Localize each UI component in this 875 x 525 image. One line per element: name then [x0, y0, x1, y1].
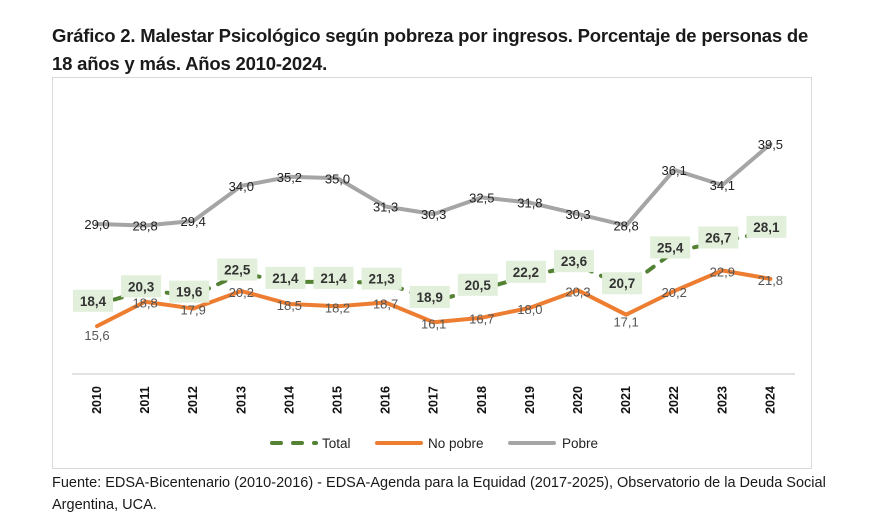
data-label-no-pobre: 20,2 — [229, 285, 254, 300]
data-label-no-pobre: 18,0 — [517, 302, 542, 317]
x-tick-label: 2024 — [763, 386, 777, 414]
data-label-box-total — [265, 266, 306, 289]
data-label-no-pobre: 18,5 — [277, 298, 302, 313]
data-label-total: 26,7 — [705, 231, 731, 246]
data-label-no-pobre: 17,1 — [613, 315, 638, 330]
x-tick-label: 2012 — [186, 386, 200, 414]
x-tick-label: 2019 — [523, 386, 537, 414]
data-label-total: 20,3 — [128, 279, 155, 294]
data-label-no-pobre: 20,2 — [662, 285, 687, 300]
data-label-pobre: 29,4 — [181, 214, 206, 229]
data-label-box-total — [554, 250, 594, 273]
data-label-total: 25,4 — [657, 240, 684, 255]
x-tick-label: 2011 — [138, 386, 152, 413]
series-line-pobre — [95, 141, 773, 228]
data-label-pobre: 35,0 — [325, 171, 350, 186]
data-label-total: 21,3 — [368, 272, 395, 287]
x-tick-label: 2018 — [475, 386, 489, 414]
data-label-box-total — [217, 258, 258, 281]
legend: Total No pobre Pobre — [270, 436, 598, 451]
data-label-total: 21,4 — [320, 271, 347, 286]
data-label-box-total — [313, 266, 354, 289]
x-tick-label: 2010 — [90, 386, 104, 414]
x-tick-label: 2014 — [282, 386, 296, 414]
data-label-box-total — [457, 273, 498, 296]
legend-label-total: Total — [322, 436, 351, 451]
legend-label-no-pobre: No pobre — [428, 436, 484, 451]
data-label-no-pobre: 18,7 — [373, 296, 398, 311]
data-label-total: 19,6 — [176, 285, 203, 300]
x-tick-label: 2016 — [379, 386, 393, 414]
x-tick-label: 2022 — [667, 386, 681, 414]
chart-frame — [52, 77, 812, 469]
data-label-pobre: 30,3 — [565, 207, 590, 222]
data-label-no-pobre: 18,8 — [132, 296, 157, 311]
data-label-box-total — [409, 285, 450, 308]
data-label-pobre: 30,3 — [421, 207, 446, 222]
data-label-total: 18,9 — [417, 290, 443, 305]
data-label-box-total — [73, 289, 113, 312]
data-label-box-total — [121, 275, 162, 298]
x-tick-label: 2013 — [234, 386, 248, 414]
data-label-no-pobre: 18,2 — [325, 300, 350, 315]
data-label-pobre: 36,1 — [662, 163, 687, 178]
data-label-box-total — [505, 260, 546, 283]
data-label-total: 20,5 — [465, 278, 492, 293]
x-tick-label: 2020 — [571, 386, 585, 414]
x-tick-label: 2017 — [427, 386, 441, 414]
data-label-box-total — [698, 226, 739, 249]
x-tick-label: 2023 — [715, 386, 729, 414]
legend-label-pobre: Pobre — [562, 436, 598, 451]
data-label-no-pobre: 22,9 — [710, 264, 735, 279]
data-label-total: 18,4 — [80, 294, 107, 309]
x-tick-labels: 2010 2011 2012 2013 2014 2015 2016 2017 2018 2019… — [90, 386, 777, 414]
data-label-total: 20,7 — [609, 276, 635, 291]
data-label-box-total — [650, 236, 691, 259]
data-label-box-total — [602, 272, 643, 295]
x-tick-label: 2015 — [331, 386, 345, 414]
x-tick-label: 2021 — [619, 386, 633, 414]
data-label-pobre: 34,0 — [229, 179, 254, 194]
data-label-pobre: 34,1 — [710, 178, 735, 193]
data-label-pobre: 32,5 — [469, 190, 494, 205]
data-label-total: 22,2 — [513, 265, 539, 280]
data-label-pobre: 31,3 — [373, 199, 398, 214]
data-label-total: 22,5 — [224, 263, 251, 278]
data-label-total: 28,1 — [753, 220, 780, 235]
data-label-total: 21,4 — [272, 271, 299, 286]
data-label-no-pobre: 20,3 — [565, 284, 590, 299]
data-label-no-pobre: 15,6 — [84, 328, 109, 343]
data-label-total: 23,6 — [561, 254, 588, 269]
data-label-box-total — [361, 267, 402, 290]
data-label-no-pobre: 21,8 — [758, 273, 783, 288]
chart-title: Gráfico 2. Malestar Psicológico según po… — [52, 25, 809, 74]
data-label-no-pobre: 16,7 — [469, 312, 494, 327]
source-note: Fuente: EDSA-Bicentenario (2010-2016) - … — [52, 475, 826, 513]
data-label-box-total — [746, 215, 787, 238]
data-label-pobre: 28,8 — [132, 219, 157, 234]
data-label-pobre: 28,8 — [613, 219, 638, 234]
data-label-pobre: 35,2 — [277, 170, 302, 185]
data-label-pobre: 31,8 — [517, 196, 542, 211]
data-label-box-total — [169, 280, 210, 303]
data-label-no-pobre: 16,1 — [421, 316, 446, 331]
series-line-no-pobre — [95, 268, 773, 329]
data-label-no-pobre: 17,9 — [181, 303, 206, 318]
data-label-pobre: 29,0 — [84, 217, 109, 232]
data-labels: 29,0 28,8 29,4 34,0 35,2 35,0 31,3 30,3 32,5 31,8… — [73, 137, 787, 343]
data-label-pobre: 39,5 — [758, 137, 783, 152]
